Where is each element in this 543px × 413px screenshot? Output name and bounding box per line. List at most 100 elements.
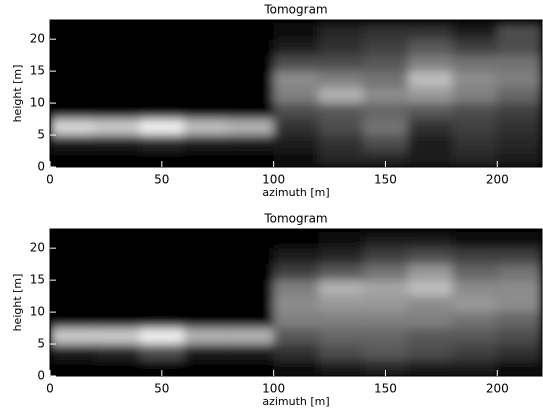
heatmap-cell xyxy=(318,71,364,88)
heatmap-cell xyxy=(94,71,140,88)
heatmap-cells xyxy=(50,232,542,376)
heatmap-cell xyxy=(139,312,185,329)
heatmap-cell xyxy=(228,312,274,329)
chart-title: Tomogram xyxy=(263,212,327,226)
heatmap-cell xyxy=(94,23,140,40)
heatmap-cell xyxy=(452,312,498,329)
heatmap-cell xyxy=(184,119,229,136)
heatmap-cell xyxy=(50,232,95,249)
heatmap-cell xyxy=(452,296,498,313)
heatmap-cell xyxy=(273,135,319,152)
heatmap-cell xyxy=(318,232,364,249)
heatmap-cell xyxy=(228,151,274,167)
heatmap-cell xyxy=(497,264,542,281)
heatmap-cell xyxy=(184,344,229,361)
heatmap-cell xyxy=(228,39,274,56)
heatmap-cell xyxy=(139,296,185,313)
heatmap-cell xyxy=(497,23,542,40)
heatmap-cell xyxy=(184,312,229,329)
heatmap-cell xyxy=(497,151,542,167)
heatmap-cell xyxy=(363,119,408,136)
heatmap-cell xyxy=(363,232,408,249)
heatmap-cell xyxy=(94,87,140,104)
y-tick-label: 0 xyxy=(37,369,45,383)
heatmap-cell xyxy=(50,264,95,281)
heatmap-cell xyxy=(50,39,95,56)
heatmap-cell xyxy=(363,328,408,345)
heatmap-cell xyxy=(363,344,408,361)
x-tick-label: 100 xyxy=(262,382,285,396)
heatmap-cell xyxy=(94,280,140,297)
heatmap-cell xyxy=(94,151,140,167)
x-axis-label: azimuth [m] xyxy=(262,395,329,408)
heatmap-cell xyxy=(228,55,274,72)
heatmap-cell xyxy=(228,103,274,120)
heatmap-cell xyxy=(497,71,542,88)
heatmap-cell xyxy=(184,248,229,265)
heatmap-cell xyxy=(452,360,498,376)
y-axis-label: height [m] xyxy=(11,65,24,123)
heatmap-cell xyxy=(50,87,95,104)
y-axis-label: height [m] xyxy=(11,274,24,332)
heatmap-cell xyxy=(273,344,319,361)
heatmap-cell xyxy=(94,312,140,329)
heatmap xyxy=(50,23,542,167)
heatmap-cell xyxy=(497,135,542,152)
x-tick-label: 50 xyxy=(154,382,169,396)
y-tick-label: 20 xyxy=(30,241,45,255)
heatmap-cell xyxy=(273,103,319,120)
heatmap-cell xyxy=(228,232,274,249)
heatmap-cell xyxy=(94,55,140,72)
heatmap-cell xyxy=(139,23,185,40)
heatmap-cell xyxy=(139,119,185,136)
heatmap-cell xyxy=(452,135,498,152)
heatmap-cell xyxy=(273,232,319,249)
heatmap-cell xyxy=(184,23,229,40)
heatmap-cell xyxy=(228,71,274,88)
heatmap-cell xyxy=(273,23,319,40)
x-tick-label: 150 xyxy=(374,382,397,396)
heatmap-cell xyxy=(318,328,364,345)
heatmap-cell xyxy=(497,119,542,136)
heatmap-cell xyxy=(407,39,453,56)
heatmap-cell xyxy=(363,71,408,88)
heatmap-cell xyxy=(497,344,542,361)
heatmap-cell xyxy=(497,296,542,313)
heatmap-cell xyxy=(363,103,408,120)
heatmap-cell xyxy=(94,248,140,265)
heatmap-cell xyxy=(184,360,229,376)
x-tick-label: 0 xyxy=(46,382,54,396)
heatmap-cell xyxy=(273,151,319,167)
heatmap-cell xyxy=(363,135,408,152)
heatmap-cell xyxy=(407,23,453,40)
heatmap-cell xyxy=(407,248,453,265)
heatmap-cell xyxy=(228,344,274,361)
heatmap-cell xyxy=(318,103,364,120)
heatmap-cell xyxy=(452,55,498,72)
heatmap-cell xyxy=(94,135,140,152)
y-tick-label: 15 xyxy=(30,64,45,78)
heatmap-cell xyxy=(94,360,140,376)
heatmap-cell xyxy=(139,232,185,249)
heatmap-cell xyxy=(94,232,140,249)
y-tick-label: 10 xyxy=(30,96,45,110)
heatmap-cell xyxy=(407,87,453,104)
heatmap-cell xyxy=(497,39,542,56)
heatmap-cell xyxy=(452,39,498,56)
heatmap xyxy=(50,232,542,376)
heatmap-cell xyxy=(452,71,498,88)
heatmap-cell xyxy=(318,135,364,152)
y-tick-label: 20 xyxy=(30,32,45,46)
y-tick-label: 15 xyxy=(30,273,45,287)
x-tick-label: 50 xyxy=(154,173,169,187)
heatmap-cell xyxy=(184,151,229,167)
heatmap-cell xyxy=(184,280,229,297)
heatmap-cell xyxy=(228,248,274,265)
heatmap-cell xyxy=(318,119,364,136)
x-tick-label: 150 xyxy=(374,173,397,187)
heatmap-cell xyxy=(50,151,95,167)
heatmap-cell xyxy=(318,151,364,167)
heatmap-cell xyxy=(497,87,542,104)
heatmap-cell xyxy=(94,344,140,361)
heatmap-cell xyxy=(228,296,274,313)
